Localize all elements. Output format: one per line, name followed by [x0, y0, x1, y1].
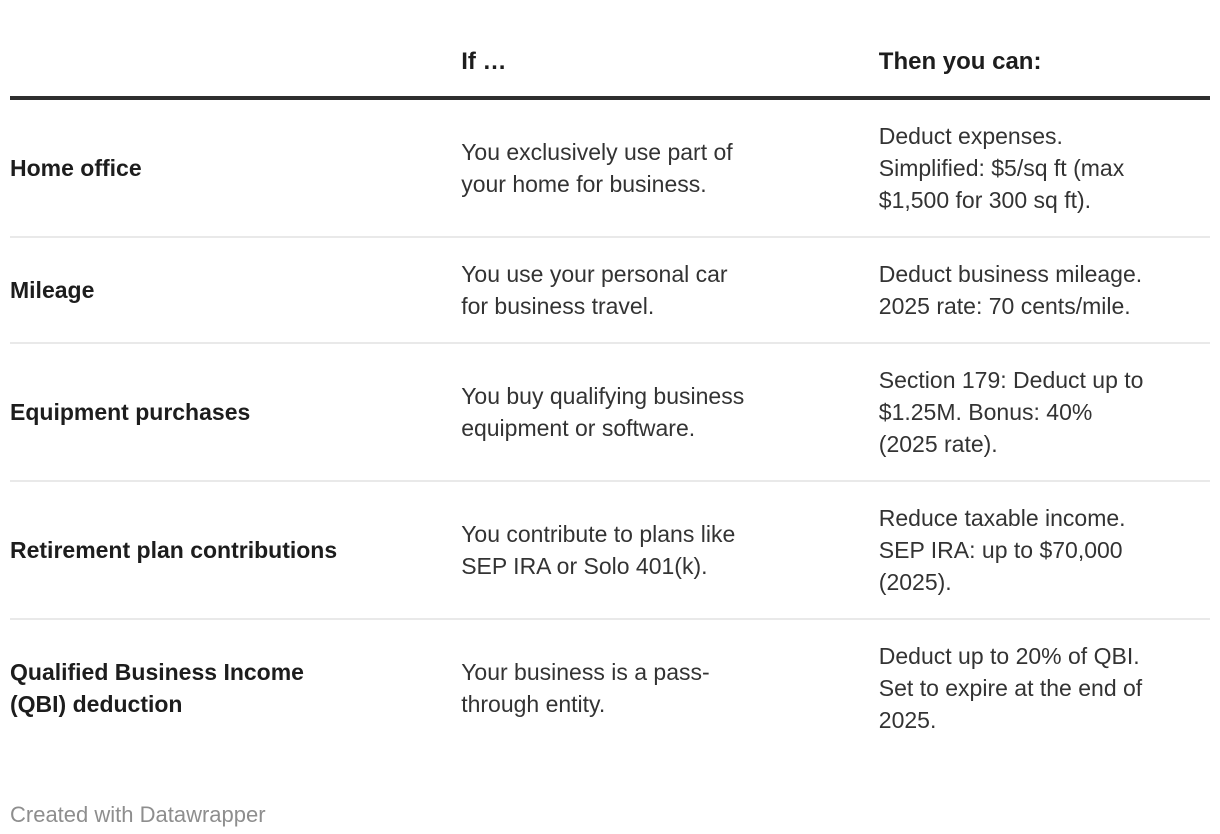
column-header-if: If … [461, 0, 879, 100]
cell-then: Reduce taxable income. SEP IRA: up to $7… [878, 480, 1210, 619]
column-header-then: Then you can: [878, 0, 1210, 100]
cell-then: Deduct business mileage. 2025 rate: 70 c… [878, 236, 1210, 343]
deduction-table: If … Then you can: Home office You exclu… [10, 0, 1210, 756]
table-row: Equipment purchases You buy qualifying b… [10, 342, 1210, 481]
table-widget: If … Then you can: Home office You exclu… [10, 0, 1210, 756]
row-category: Retirement plan contributions [10, 480, 462, 619]
cell-then: Deduct expenses. Simplified: $5/sq ft (m… [878, 123, 1125, 213]
table-body: Home office You exclusively use part of … [10, 98, 1210, 756]
table-row: Qualified Business Income (QBI) deductio… [10, 618, 1210, 756]
table-row: Home office You exclusively use part of … [10, 98, 1210, 237]
row-category: Mileage [10, 236, 462, 343]
cell-if: You buy qualifying business equipment or… [461, 342, 879, 481]
cell-if: You exclusively use part of your home fo… [461, 139, 733, 197]
cell-then: Deduct up to 20% of QBI. Set to expire a… [878, 618, 1210, 756]
table-header: If … Then you can: [10, 0, 1210, 100]
column-header-category [10, 0, 462, 100]
attribution-footer: Created with Datawrapper [10, 802, 1220, 828]
datawrapper-credit-link[interactable]: Created with Datawrapper [10, 802, 266, 827]
cell-if: Your business is a pass- through entity. [461, 618, 879, 756]
header-row: If … Then you can: [10, 0, 1210, 100]
row-category: Home office [10, 155, 142, 181]
table-row: Mileage You use your personal car for bu… [10, 236, 1210, 343]
cell-then: Section 179: Deduct up to $1.25M. Bonus:… [878, 342, 1210, 481]
cell-if: You contribute to plans like SEP IRA or … [461, 480, 879, 619]
row-category: Qualified Business Income (QBI) deductio… [10, 618, 462, 756]
cell-if: You use your personal car for business t… [461, 236, 879, 343]
row-category: Equipment purchases [10, 342, 462, 481]
table-row: Retirement plan contributions You contri… [10, 480, 1210, 619]
